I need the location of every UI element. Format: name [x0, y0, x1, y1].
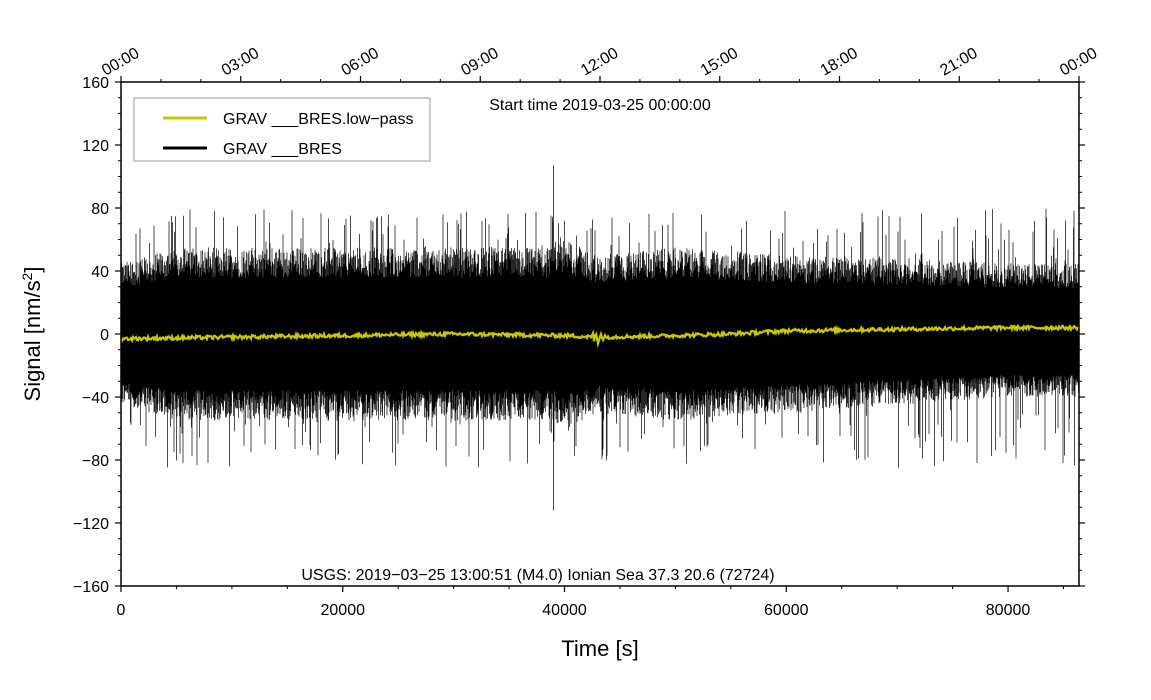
top-tick-label: 06:00 — [339, 45, 382, 80]
y-tick-label: 40 — [91, 264, 109, 281]
top-tick-label: 21:00 — [937, 45, 980, 80]
y-tick-label: 120 — [82, 138, 109, 155]
signal-series-lowpass — [120, 323, 1080, 348]
top-tick-label: 09:00 — [458, 45, 501, 80]
event-annotation: USGS: 2019−03−25 13:00:51 (M4.0) Ionian … — [301, 567, 774, 584]
top-tick-label: 18:00 — [818, 45, 861, 80]
x-tick-label: 20000 — [321, 602, 366, 619]
start-time-label: Start time 2019-03-25 00:00:00 — [489, 97, 711, 114]
legend-box — [133, 97, 431, 162]
y-tick-label: 160 — [82, 75, 109, 92]
y-tick-label: 80 — [91, 201, 109, 218]
y-tick-label: −80 — [82, 453, 109, 470]
top-tick-label: 15:00 — [698, 45, 741, 80]
x-tick-label: 60000 — [764, 602, 809, 619]
legend-label-raw: GRAV ___BRES — [223, 141, 342, 158]
lowpass-signal-trace — [120, 323, 1080, 348]
top-tick-label: 00:00 — [1057, 45, 1100, 80]
top-tick-label: 00:00 — [99, 45, 142, 80]
y-tick-label: −40 — [82, 390, 109, 407]
top-time-axis: 00:00 03:00 06:00 09:00 12:00 15:00 18:00 21:00… — [99, 45, 1100, 82]
legend-label-lowpass: GRAV ___BRES.low−pass — [223, 111, 413, 128]
x-tick-label: 40000 — [542, 602, 587, 619]
x-axis: 0 20000 40000 60000 80000 — [117, 586, 1064, 619]
top-tick-label: 12:00 — [578, 45, 621, 80]
x-tick-label: 0 — [117, 602, 126, 619]
top-tick-label: 03:00 — [219, 45, 262, 80]
y-tick-label: 0 — [100, 327, 109, 344]
x-axis-label: Time [s] — [561, 636, 638, 661]
legend: GRAV ___BRES.low−pass GRAV ___BRES — [133, 97, 431, 162]
y-axis: 160 120 80 40 0 −40 −80 −120 −160 — [73, 75, 1085, 596]
y-axis-label: Signal [nm/s2] — [19, 267, 45, 402]
x-tick-label: 80000 — [986, 602, 1031, 619]
y-tick-label: −120 — [73, 516, 109, 533]
y-tick-label: −160 — [73, 579, 109, 596]
